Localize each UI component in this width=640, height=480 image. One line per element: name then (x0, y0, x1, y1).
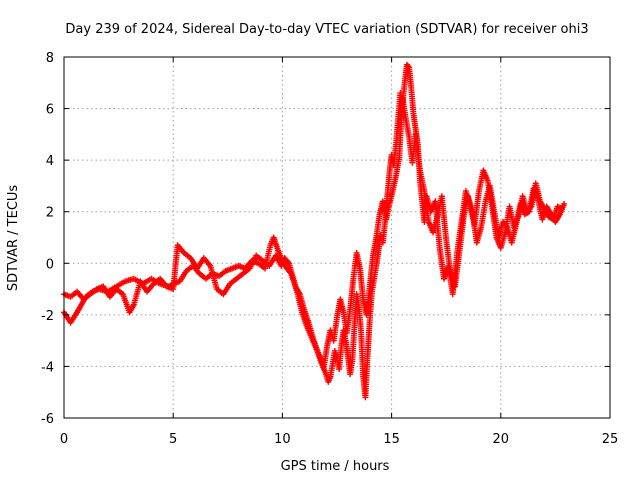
y-tick-label: 2 (46, 206, 54, 221)
y-axis-label: SDTVAR / TECUs (6, 185, 21, 292)
data-series (61, 61, 568, 401)
chart-title: Day 239 of 2024, Sidereal Day-to-day VTE… (65, 22, 588, 37)
data-point-fill (284, 258, 291, 265)
axis-ticks: 0 5 10 15 20 25 -6 -4 -2 0 2 4 6 8 (41, 51, 618, 447)
x-axis-label: GPS time / hours (281, 459, 390, 474)
x-tick-label: 15 (383, 432, 400, 447)
x-tick-label: 25 (602, 432, 619, 447)
y-tick-label: -4 (41, 360, 54, 375)
grid-lines (64, 57, 610, 418)
x-tick-label: 10 (274, 432, 291, 447)
y-tick-label: 4 (46, 154, 54, 169)
x-tick-label: 5 (169, 432, 177, 447)
y-tick-label: -2 (41, 309, 54, 324)
data-point-fill (404, 63, 411, 70)
x-tick-label: 0 (60, 432, 68, 447)
data-point (561, 200, 568, 207)
data-point-fill (503, 222, 510, 229)
plot-frame (63, 56, 611, 419)
y-tick-label: 0 (46, 257, 54, 272)
y-tick-label: -6 (41, 412, 54, 427)
series-ohi3 (61, 61, 565, 401)
series-ohi3-b (61, 95, 568, 370)
y-tick-label: 6 (46, 103, 54, 118)
x-tick-label: 20 (493, 432, 510, 447)
y-tick-label: 8 (46, 51, 54, 66)
